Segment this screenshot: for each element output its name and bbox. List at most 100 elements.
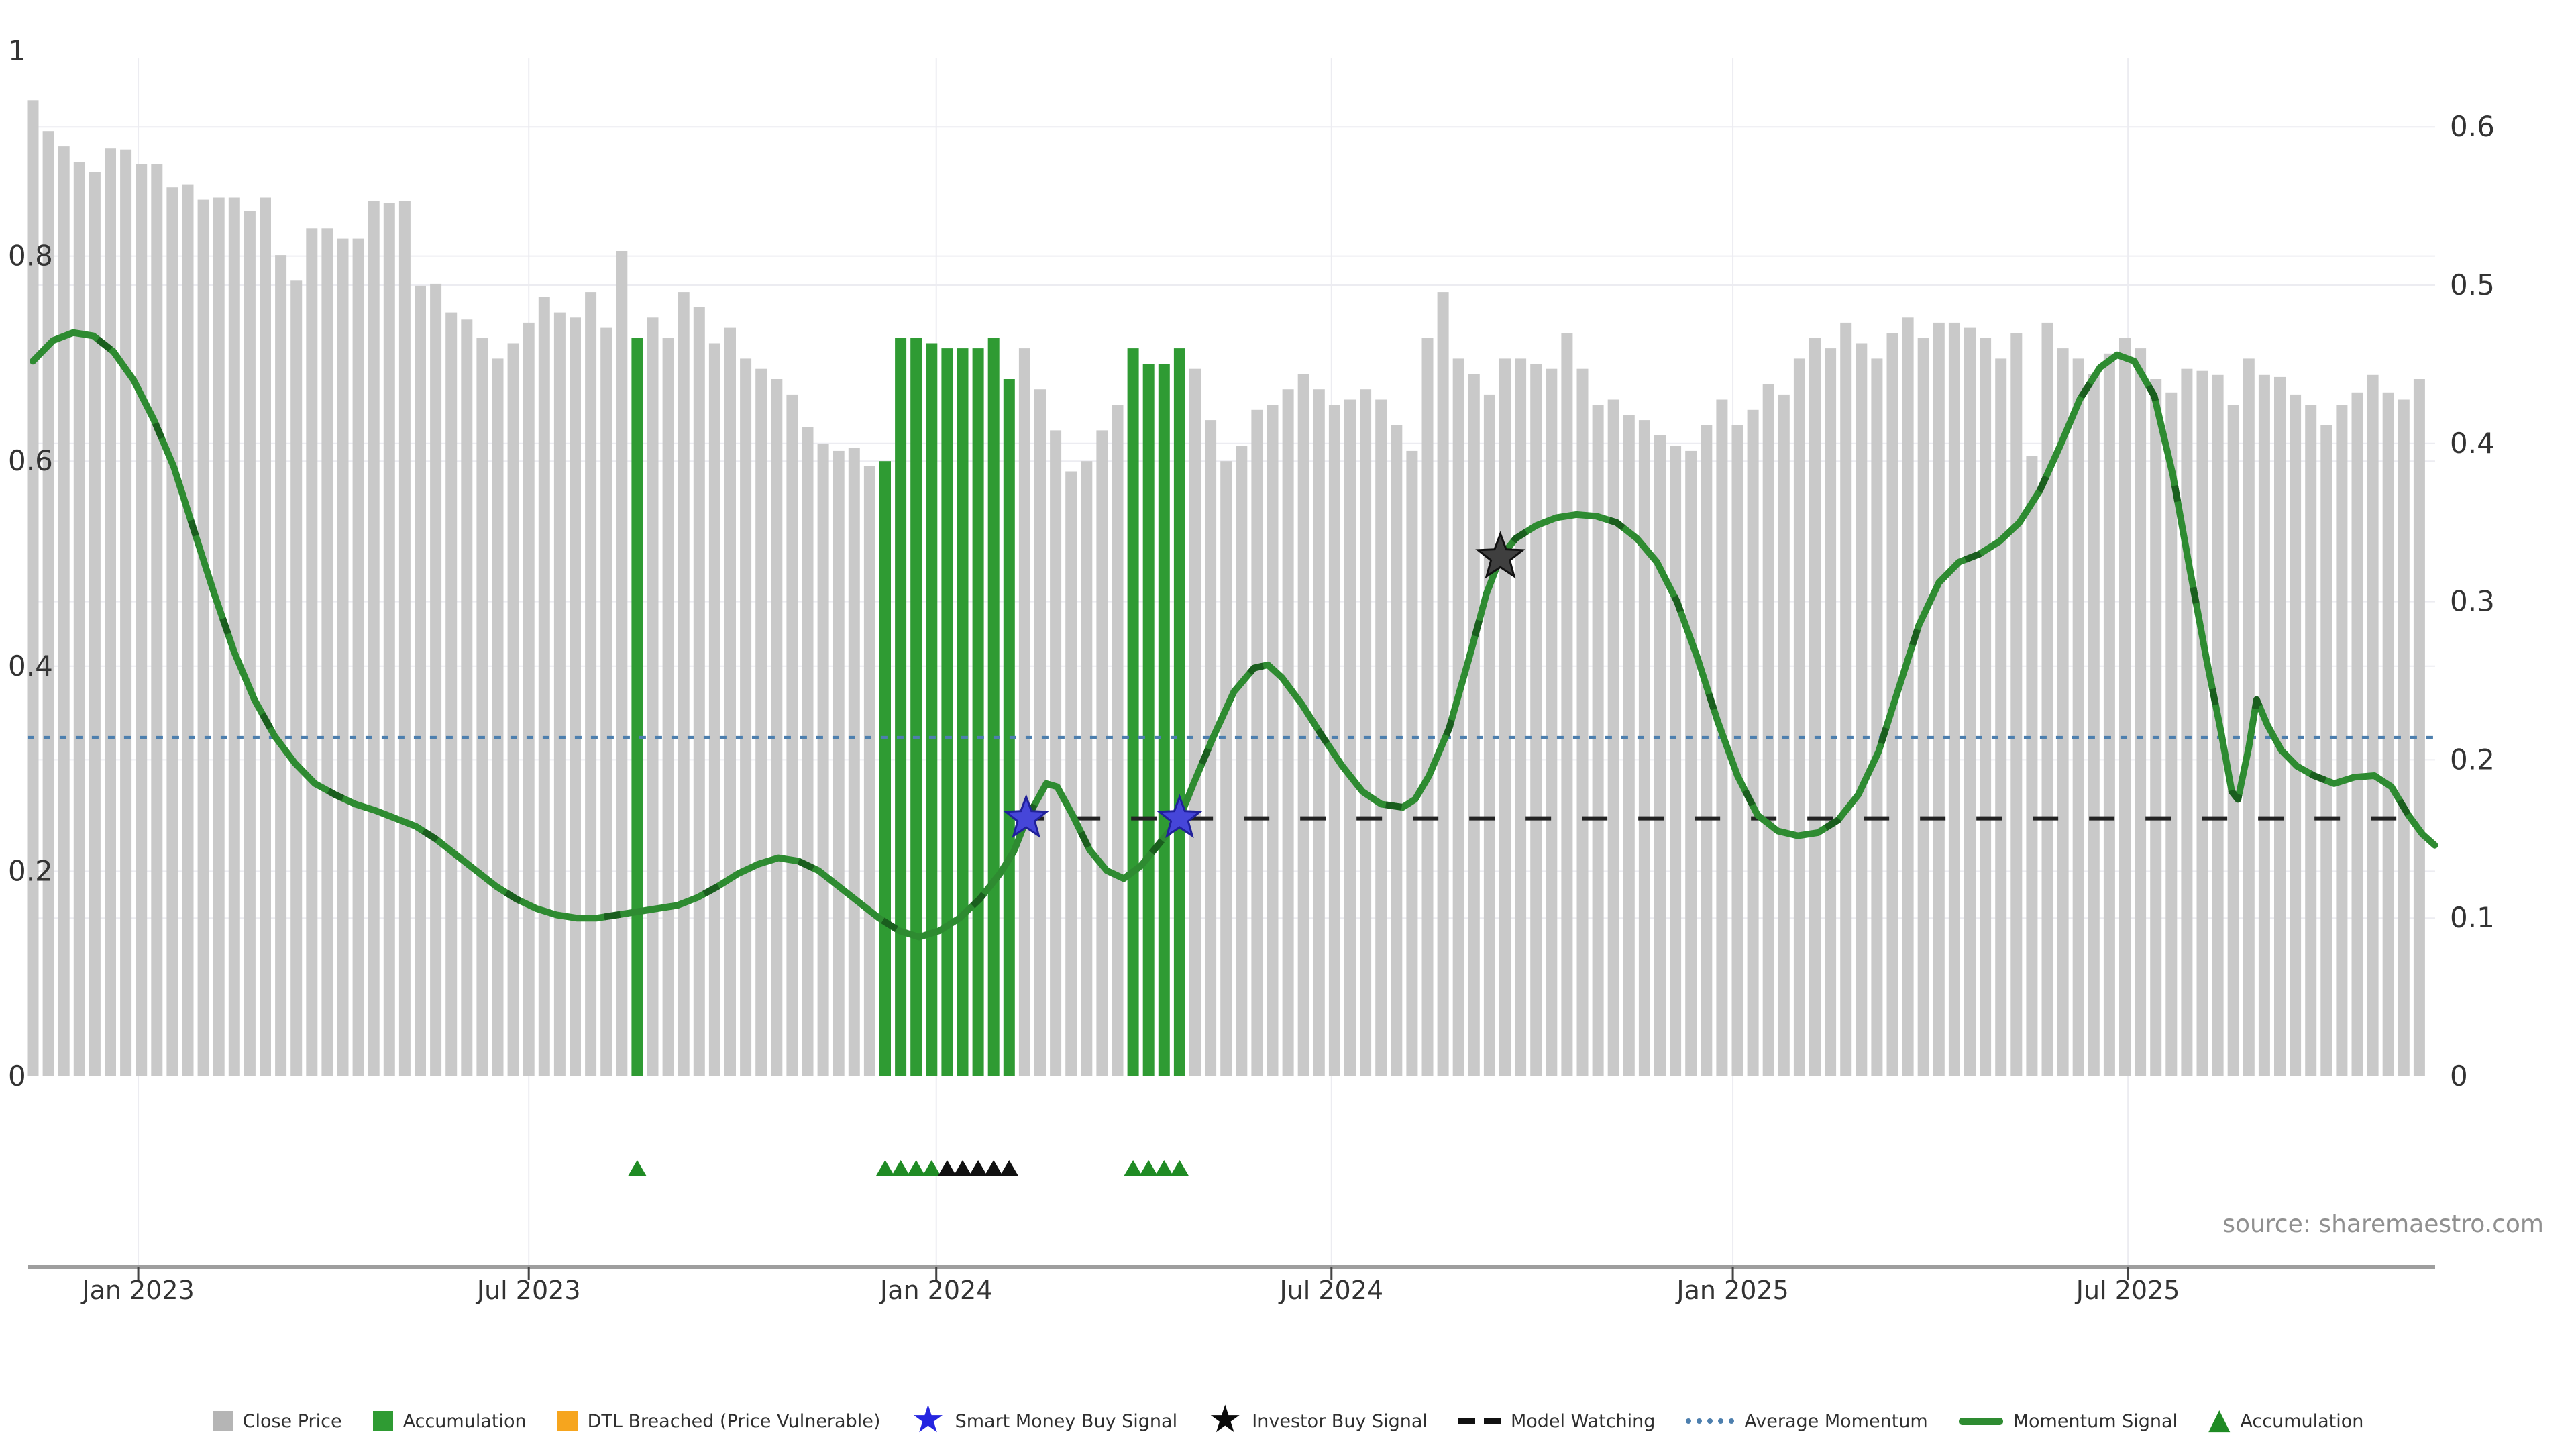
close-price-bar [863,466,875,1076]
close-price-bar [553,312,566,1077]
dash-segment [1483,1418,1501,1424]
dotted-line-icon [1686,1418,1735,1424]
close-price-bar [58,146,70,1077]
close-price-bar [368,201,380,1077]
investor-buy-star [1475,531,1525,579]
close-price-bar [2041,322,2053,1076]
close-price-bar [2119,338,2131,1076]
close-price-bar [538,297,550,1077]
accumulation-triangle-black [984,1160,1003,1176]
dot [1729,1418,1735,1424]
close-price-bar [1328,405,1340,1076]
legend-item-close-price[interactable]: Close Price [212,1411,342,1432]
chart-legend: Close Price Accumulation DTL Breached (Pri… [0,1400,2576,1443]
legend-item-dtl-breached-price-vulnerable[interactable]: DTL Breached (Price Vulnerable) [557,1411,880,1432]
close-price-bar [786,394,798,1076]
close-price-bar [445,312,458,1077]
line-icon [1958,1417,2003,1425]
legend-item-label: Investor Buy Signal [1252,1410,1428,1432]
close-price-bar [306,228,318,1076]
accumulation-bar [941,348,953,1076]
legend-item-label: Momentum Signal [2012,1410,2178,1432]
close-price-bar [1530,364,1542,1076]
close-price-bar [2227,405,2239,1076]
close-price-bar [2026,456,2038,1076]
close-price-bar [1933,322,1945,1076]
close-price-bar [833,450,845,1076]
legend-item-accumulation[interactable]: ▲ Accumulation [2208,1402,2364,1435]
close-price-bar [2305,405,2317,1076]
close-price-bar [1499,358,1511,1076]
source-note: source: sharemaestro.com [2222,1210,2544,1238]
x-tick-label: Jul 2023 [476,1276,581,1305]
legend-item-investor-buy-signal[interactable]: ★ Investor Buy Signal [1208,1401,1428,1439]
accumulation-bar [631,338,643,1076]
close-price-bar [2336,405,2348,1076]
close-price-bar [197,199,209,1077]
close-price-bar [1623,415,1635,1076]
x-tick-label: Jul 2024 [1278,1276,1383,1305]
close-price-bar [166,187,178,1077]
close-price-bar [755,368,767,1077]
triangle-icon: ▲ [2208,1402,2231,1435]
accumulation-triangle-black [938,1160,957,1176]
close-price-bar [662,338,674,1076]
x-tick-label: Jan 2024 [879,1276,992,1305]
close-price-bar [2103,353,2115,1076]
left-axis-label: 0.8 [8,240,53,272]
legend-item-accumulation[interactable]: Accumulation [372,1410,527,1432]
legend-item-momentum-signal[interactable]: Momentum Signal [1958,1410,2178,1432]
legend-item-label: Accumulation [2240,1410,2364,1432]
dot [1707,1418,1713,1424]
close-price-bar [817,444,829,1076]
close-price-bar [2196,370,2208,1077]
close-price-bar [848,448,860,1076]
close-price-bars [27,100,2425,1077]
close-price-bar [647,317,659,1076]
close-price-bar [27,100,39,1076]
accumulation-triangle [1170,1160,1189,1176]
close-price-bar [105,148,116,1077]
close-price-bar [708,343,720,1076]
close-price-bar [461,319,473,1076]
close-price-bar [1964,327,1976,1077]
close-price-bar [2351,392,2363,1076]
close-price-bar [2398,399,2410,1076]
legend-square-swatch [212,1411,233,1431]
close-price-bar [1018,348,1030,1076]
close-price-bar [2320,425,2332,1076]
accumulation-triangle-black [953,1160,972,1176]
legend-item-label: Average Momentum [1744,1410,1928,1432]
legend-item-average-momentum[interactable]: Average Momentum [1686,1410,1928,1432]
accumulation-triangle [907,1160,926,1176]
legend-item-label: Smart Money Buy Signal [955,1410,1178,1432]
close-price-bar [1995,358,2007,1076]
close-price-bar [1809,338,1821,1076]
close-price-bar [337,238,349,1077]
dot [1718,1418,1724,1424]
accumulation-triangle [1155,1160,1173,1176]
close-price-bar [1360,389,1372,1076]
close-price-bar [1917,338,1929,1076]
close-price-bar [321,228,333,1076]
accumulation-bar [879,461,891,1076]
close-price-bar [1778,394,1790,1076]
close-price-bar [1391,425,1403,1076]
legend-item-model-watching[interactable]: Model Watching [1458,1411,1655,1432]
accumulation-triangle [1139,1160,1158,1176]
accumulation-bar [957,348,969,1076]
close-price-bar [1034,389,1046,1076]
legend-item-label: Accumulation [402,1410,527,1432]
close-price-bar [802,427,814,1076]
close-price-bar [2382,392,2394,1076]
close-price-bar [1747,409,1759,1076]
close-price-bar [1980,338,1992,1076]
x-tick-label: Jan 2025 [1675,1276,1788,1305]
close-price-bar [1112,405,1124,1076]
close-price-bar [1701,425,1713,1076]
close-price-bar [2072,358,2084,1076]
close-price-bar [1731,425,1743,1076]
close-price-bar [228,197,240,1076]
legend-item-smart-money-buy-signal[interactable]: ★ Smart Money Buy Signal [911,1401,1178,1439]
right-axis-label: 0.3 [2450,585,2495,618]
